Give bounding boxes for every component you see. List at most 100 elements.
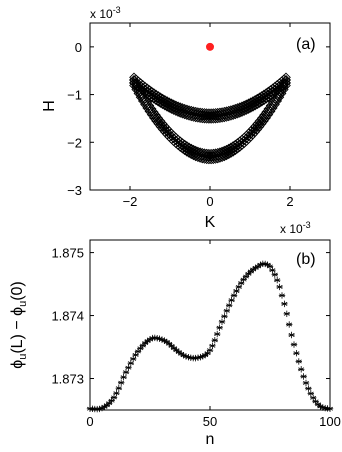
panel-b-point [226,302,233,309]
panel-a-lower-arc-point [129,80,139,91]
panel-a-lower-arc-point [148,112,159,123]
panel-b-point [125,364,132,371]
panel-b: 0 50 100 1.873 1.874 1.875 (b) n ϕu(L) − ϕu(0… [9,239,341,448]
panel-a-upper-arc-point [151,89,161,100]
panel-a-upper-arc-point [237,107,247,117]
panel-b-ticks: 0 50 100 1.873 1.874 1.875 [51,240,341,429]
panel-b-point [293,349,300,357]
panel-b-point [211,337,218,344]
panel-b-xtick-label: 50 [203,414,217,429]
panel-a-upper-arc-point [248,101,258,112]
panel-a-lower-arc-point [129,74,139,85]
panel-b-point [221,313,228,320]
panel-a-x-multiplier: x 10-3 [280,220,311,236]
panel-b-ylabel: ϕu(L) − ϕu(0) [9,281,29,369]
panel-b-point [127,359,134,367]
panel-b-ytick-label: 1.875 [51,246,84,261]
panel-a-label: (a) [296,36,316,53]
panel-a-upper-arc-point [146,86,157,97]
panel-b-point [206,346,214,354]
panel-a-upper-arc-point [245,103,256,113]
panel-b-point [276,283,283,291]
panel-a-lower-arc-point [131,84,142,95]
panel-a-upper-arc-point [259,95,269,106]
panel-b-point [298,366,305,373]
panel-b-point [110,394,118,401]
panel-b-point [305,385,312,392]
panel-a-y-multiplier: x 10-3 [90,5,121,21]
panel-b-point [218,318,226,326]
panel-a-upper-arc-point [234,108,245,118]
panel-b-point [274,276,281,284]
panel-a-upper-arc-point [243,104,254,114]
panel-b-xtick-label: 0 [86,414,93,429]
panel-a-lower-arc-point [151,116,161,126]
panel-a-lower-arc-point [270,99,280,110]
panel-a-lower-arc-point [281,80,291,91]
panel-a-lower-arc-point [276,88,287,99]
panel-a-lower-arc-point [221,150,232,161]
panel-a-upper-arc-point [239,106,249,116]
panel-a-marks [129,42,291,165]
panel-a-xtick-label: 2 [286,194,293,209]
panel-b-point [286,321,293,328]
panel-b-point [233,287,240,295]
panel-b-point [310,394,317,402]
panel-a-ytick-label: 0 [75,40,82,55]
panel-a-red-point [206,42,214,51]
panel-a-lower-arc-point [278,84,289,95]
panel-a-upper-arc-point [204,114,214,124]
panel-b-point [223,307,230,314]
panel-a-upper-arc-point [250,100,260,111]
panel-b-point [307,390,314,397]
panel-b-xlabel: n [206,431,215,448]
panel-a-xtick-label: 0 [206,194,213,209]
panel-b-label: (b) [296,251,316,268]
panel-a-ytick-label: −1 [67,88,82,103]
panel-a-lower-arc-point [182,141,192,151]
panel-a-lower-arc-point [274,92,285,103]
panel-a-lower-arc-point [146,109,157,120]
panel-a-lower-arc-point [252,118,263,129]
panel-b-marks [86,260,334,413]
panel-a-upper-arc-point [241,105,252,115]
panel-a-upper-arc-point [254,98,265,108]
panel-a-ylabel: H [41,100,58,112]
panel-a-lower-arc-point [226,148,236,158]
panel-a-upper-arc-point [153,91,164,101]
panel-b-point [278,292,286,299]
panel-b-ytick-label: 1.874 [51,309,84,324]
panel-b-point [228,296,235,304]
panel-a-upper-arc-point [160,95,170,105]
panel-b-point [122,369,130,376]
panel-a-lower-arc-point [263,109,274,120]
panel-a-upper-arc-point [256,96,267,107]
panel-a-ticks: −2 0 2 0 −1 −2 −3 [67,23,330,209]
panel-a-lower-arc-point [254,121,265,132]
panel-b-point [242,273,250,280]
panel-a-lower-arc-point [281,74,291,85]
panel-a-xtick-label: −2 [123,194,138,209]
panel-a-upper-arc-point [155,92,166,103]
panel-b-point [271,271,278,278]
panel-b-point [115,384,122,392]
panel-b-point [216,324,223,331]
panel-b-point [290,341,298,348]
panel-a-lower-arc-point [265,106,276,117]
panel-a-ytick-label: −3 [67,183,82,198]
panel-b-point [120,374,127,381]
panel-a-lower-arc-point [272,96,283,106]
panel-b-point [214,330,221,338]
panel-a-lower-arc-point [259,116,269,126]
panel-a-upper-arc-point [148,88,159,98]
panel-a: x 10-3 −2 0 2 0 −1 −2 −3 (a) K H x 10-3 [41,5,331,236]
panel-a-lower-arc-point [261,112,272,123]
panel-a-lower-arc-point [228,146,238,157]
panel-b-point [132,351,139,359]
panel-b-point [295,358,302,365]
panel-b-point [113,390,120,397]
panel-a-lower-arc-point [223,149,234,160]
panel-b-ytick-label: 1.873 [51,372,84,387]
panel-a-lower-arc-point [219,151,230,162]
